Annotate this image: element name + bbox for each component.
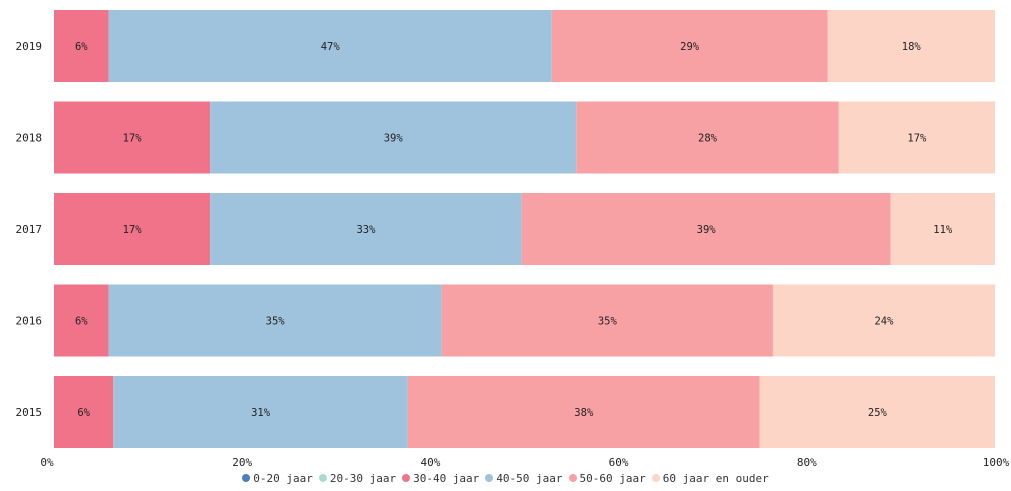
legend-swatch [568, 474, 577, 482]
legend-swatch [485, 474, 494, 482]
data-label-2015-2: 6% [77, 407, 90, 419]
data-label-2015-5: 25% [868, 407, 888, 419]
legend-label: 40-50 jaar [496, 472, 563, 485]
category-label-2019: 2019 [16, 40, 43, 53]
bar-segment-2017-2 [54, 193, 211, 265]
legend-item: 50-60 jaar [568, 472, 646, 485]
bar-segment-2016-4 [441, 284, 773, 357]
legend-item: 0-20 jaar [242, 472, 313, 485]
x-axis-tick-labels: 0% 20% 40% 60% 80% 100% [40, 456, 1009, 469]
legend-label: 50-60 jaar [579, 472, 646, 485]
data-label-2018-3: 39% [384, 133, 404, 145]
bar-segment-2017-4 [521, 193, 891, 265]
data-label-2018-4: 28% [698, 133, 718, 145]
data-label-2015-4: 38% [574, 407, 594, 419]
bar-segment-2016-5 [772, 284, 995, 357]
bar-segment-2016-3 [108, 284, 442, 357]
legend-label: 0-20 jaar [253, 472, 313, 485]
legend-label: 20-30 jaar [329, 472, 397, 485]
bar-segment-2019-5 [827, 10, 995, 82]
bars-layer [54, 10, 995, 448]
bar-segment-2018-2 [54, 101, 211, 174]
data-label-2015-3: 31% [251, 407, 271, 419]
data-label-2018-5: 17% [907, 133, 927, 145]
data-label-2017-3: 33% [356, 224, 376, 236]
legend-swatch [651, 474, 660, 482]
bar-segment-2019-3 [108, 10, 552, 82]
x-tick-label: 80% [797, 456, 817, 469]
bar-segment-2018-5 [838, 101, 995, 174]
bar-segment-2018-3 [210, 101, 577, 174]
category-labels: 2019 2018 2017 2016 2015 [16, 40, 43, 419]
data-label-2017-5: 11% [933, 224, 953, 236]
data-label-2019-3: 47% [321, 41, 341, 53]
legend-item: 40-50 jaar [485, 472, 563, 485]
data-label-2017-2: 17% [123, 224, 143, 236]
data-label-2018-2: 17% [123, 133, 143, 145]
legend-swatch [242, 474, 251, 482]
data-label-2016-5: 24% [874, 316, 894, 328]
bar-segment-2019-4 [551, 10, 828, 82]
legend: 0-20 jaar 20-30 jaar 30-40 jaar 40-50 jaar 5… [0, 472, 1011, 485]
bar-segment-2017-5 [890, 193, 995, 265]
data-label-2019-4: 29% [680, 41, 700, 53]
x-tick-label: 100% [983, 456, 1010, 469]
legend-item: 60 jaar en ouder [651, 472, 769, 485]
legend-swatch [318, 474, 327, 482]
data-labels-layer: 6% 47% 29% 18% 17% 39% 28% 17% 17% 33% 39% 11% 6% 35%… [75, 41, 953, 419]
x-tick-label: 40% [420, 456, 440, 469]
data-label-2019-5: 18% [902, 41, 922, 53]
bar-segment-2017-3 [210, 193, 522, 265]
bar-segment-2015-5 [759, 376, 995, 448]
category-label-2016: 2016 [16, 315, 43, 328]
legend-item: 30-40 jaar [402, 472, 479, 485]
bar-segment-2015-4 [407, 376, 760, 448]
legend-label: 60 jaar en ouder [662, 472, 769, 485]
legend-label: 30-40 jaar [413, 472, 480, 485]
x-tick-label: 0% [40, 456, 54, 469]
category-label-2015: 2015 [16, 406, 43, 419]
bar-segment-2018-4 [576, 101, 839, 174]
data-label-2019-2: 6% [75, 41, 88, 53]
bar-segment-2015-3 [113, 376, 408, 448]
bar-segment-2019-2 [54, 10, 109, 82]
legend-swatch [402, 474, 411, 482]
bar-segment-2015-2 [54, 376, 114, 448]
data-label-2016-3: 35% [266, 316, 286, 328]
category-label-2018: 2018 [16, 132, 43, 145]
data-label-2016-4: 35% [598, 316, 618, 328]
bar-segment-2016-2 [54, 284, 109, 357]
x-tick-label: 60% [609, 456, 629, 469]
legend-item: 20-30 jaar [318, 472, 397, 485]
data-label-2016-2: 6% [75, 316, 88, 328]
data-label-2017-4: 39% [697, 224, 717, 236]
x-tick-label: 20% [232, 456, 252, 469]
category-label-2017: 2017 [16, 223, 43, 236]
